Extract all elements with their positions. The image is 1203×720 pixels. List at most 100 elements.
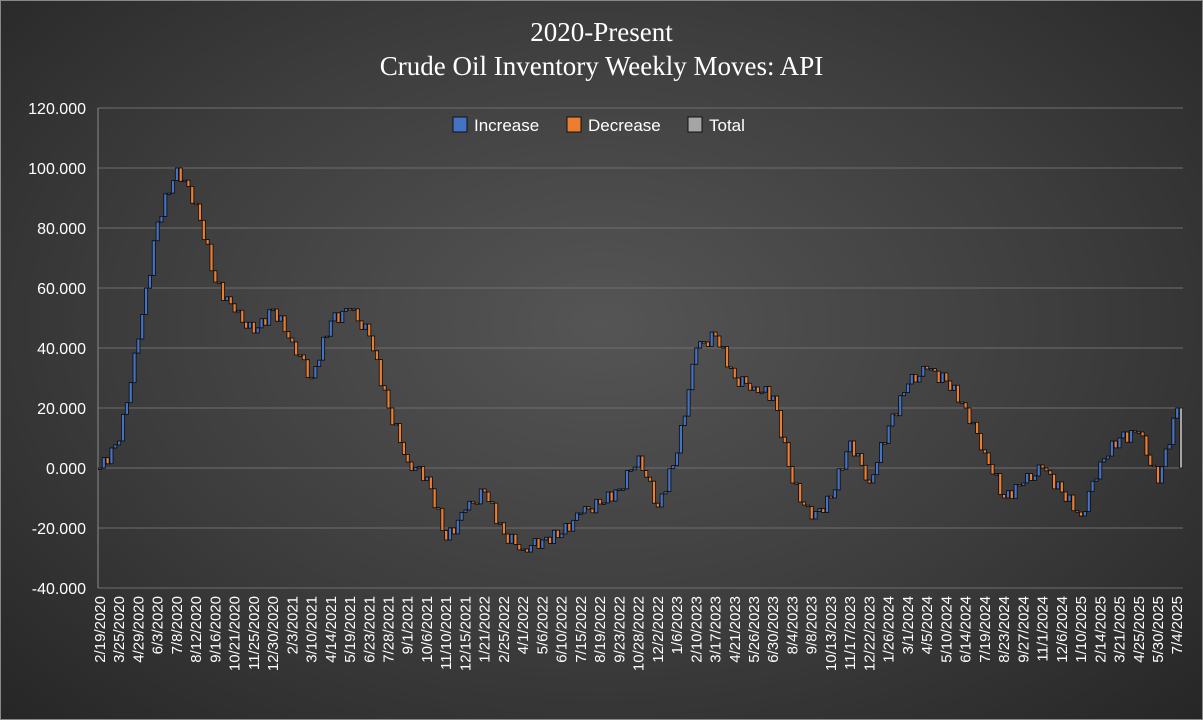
increase-bar [771, 395, 776, 401]
increase-bar [174, 167, 179, 182]
increase-bar [1090, 480, 1095, 492]
increase-bar [563, 523, 568, 535]
increase-bar [236, 309, 241, 313]
decrease-bar [359, 320, 364, 330]
decrease-bar [859, 453, 864, 466]
legend-swatch [452, 116, 468, 133]
x-tick-label: 10/28/2022 [631, 596, 648, 671]
decrease-bar [501, 522, 506, 535]
increase-bar [582, 506, 587, 514]
decrease-bar [982, 449, 987, 454]
decrease-bar [486, 491, 491, 502]
increase-bar [759, 391, 764, 395]
decrease-bar [840, 468, 845, 471]
decrease-bar [440, 507, 445, 531]
chart-subtitle: Crude Oil Inventory Weekly Moves: API [379, 51, 824, 81]
x-tick-label: 3/21/2025 [1112, 596, 1129, 663]
decrease-bar [390, 407, 395, 426]
y-axis: 120.000 100.000 80.000 60.000 40.000 20.000 0.… [28, 101, 99, 598]
decrease-bar [282, 315, 287, 333]
increase-bar [1129, 430, 1133, 443]
decrease-bar [309, 376, 314, 380]
increase-bar [521, 548, 526, 551]
decrease-bar [790, 466, 795, 484]
increase-bar [698, 341, 703, 349]
increase-bar [532, 538, 537, 546]
decrease-bar [894, 413, 899, 417]
x-tick-label: 1/10/2025 [1073, 596, 1090, 663]
y-tick-label: -40.000 [32, 581, 86, 598]
x-tick-label: 5/6/2022 [534, 596, 551, 654]
increase-bar [101, 457, 106, 469]
increase-bar [544, 536, 549, 541]
increase-bar [425, 476, 429, 481]
decrease-bar [1059, 481, 1064, 493]
x-tick-label: 9/23/2022 [611, 596, 628, 663]
decrease-bar [590, 508, 595, 514]
increase-bar [417, 466, 422, 469]
increase-bar [478, 488, 483, 505]
decrease-bar [1075, 510, 1080, 513]
decrease-bar [786, 442, 791, 467]
legend-label: Total [709, 116, 745, 135]
increase-bar [628, 469, 633, 472]
decrease-bar [959, 401, 964, 404]
decrease-bar [421, 466, 426, 481]
decrease-bar [948, 380, 953, 391]
increase-bar [1005, 490, 1010, 499]
x-tick-label: 1/26/2024 [881, 596, 898, 663]
decrease-bar [240, 309, 245, 323]
increase-bar [1175, 407, 1180, 419]
increase-bar [617, 488, 622, 491]
increase-bar [682, 415, 687, 426]
increase-bar [151, 240, 156, 276]
decrease-bar [794, 482, 799, 485]
x-tick-label: 8/19/2022 [592, 596, 609, 663]
decrease-bar [228, 296, 233, 305]
decrease-bar [944, 372, 949, 382]
x-tick-label: 1/6/2023 [669, 596, 686, 654]
x-tick-label: 7/19/2024 [977, 596, 994, 663]
increase-bar [1067, 494, 1072, 502]
increase-bar [317, 359, 322, 367]
decrease-bar [213, 270, 218, 283]
increase-bar [117, 440, 122, 446]
decrease-bar [367, 323, 372, 337]
decrease-bar [713, 331, 718, 337]
increase-bar [898, 395, 903, 417]
x-tick-label: 11/25/2020 [246, 596, 263, 670]
bars [97, 167, 1184, 553]
increase-bar [886, 425, 891, 444]
decrease-bar [1140, 431, 1145, 437]
x-tick-label: 2/14/2025 [1092, 596, 1109, 663]
increase-bar [1013, 484, 1018, 499]
increase-bar [509, 533, 514, 544]
decrease-bar [829, 495, 833, 499]
x-tick-label: 5/30/2025 [1150, 596, 1167, 663]
increase-bar [498, 522, 503, 525]
decrease-bar [290, 337, 295, 343]
decrease-bar [371, 335, 376, 352]
increase-bar [940, 372, 945, 383]
decrease-bar [1029, 473, 1033, 481]
decrease-bar [798, 483, 803, 503]
decrease-bar [821, 508, 826, 513]
decrease-bar [232, 303, 237, 313]
increase-bar [675, 452, 679, 466]
decrease-bar [717, 335, 722, 348]
legend: Increase Decrease Total [452, 116, 745, 135]
increase-bar [528, 545, 533, 553]
decrease-bar [998, 473, 1003, 495]
increase-bar [1171, 417, 1176, 445]
decrease-bar [609, 491, 614, 502]
x-tick-label: 2/3/2021 [284, 596, 301, 654]
decrease-bar [809, 506, 814, 520]
decrease-bar [525, 548, 529, 553]
y-tick-label: 20.000 [37, 401, 86, 418]
x-tick-label: 12/6/2024 [1054, 596, 1071, 663]
decrease-bar [725, 346, 730, 368]
decrease-bar [517, 544, 522, 551]
increase-bar [1109, 440, 1114, 457]
increase-bar [667, 468, 672, 492]
